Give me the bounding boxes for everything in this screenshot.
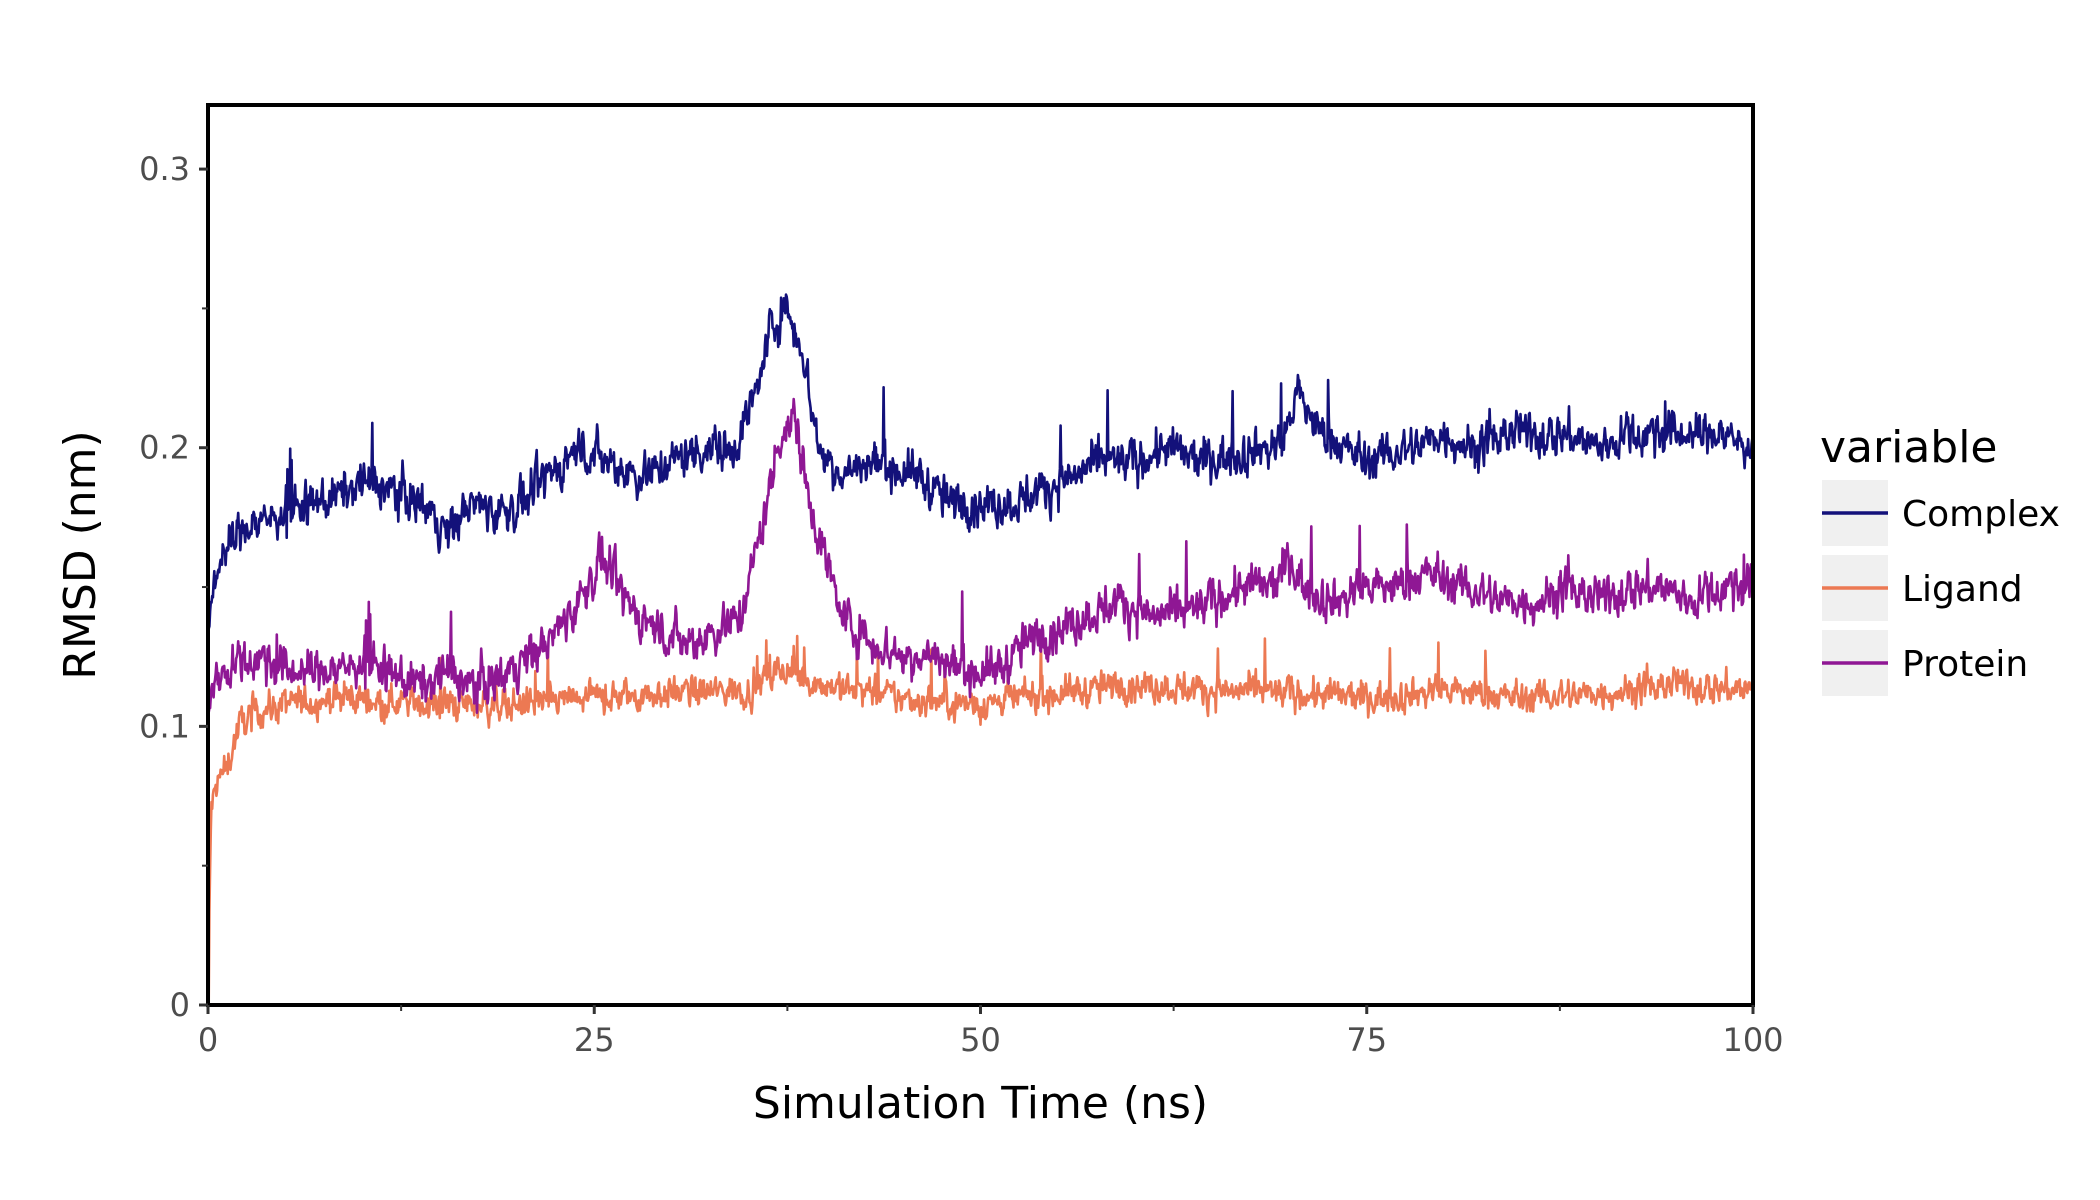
series-line-protein (207, 397, 1755, 714)
legend-title: variable (1820, 422, 1998, 473)
y-axis: 0 0.1 0.2 0.3 (139, 150, 208, 1024)
y-tick-label: 0.1 (139, 707, 190, 745)
y-axis-title: RMSD (nm) (55, 430, 106, 679)
series-line-ligand (207, 634, 1755, 1007)
y-tick-label: 0.3 (139, 150, 190, 188)
y-tick-label: 0 (170, 986, 190, 1024)
y-tick-label: 0.2 (139, 429, 190, 467)
x-tick-label: 50 (960, 1021, 1001, 1059)
legend-label-ligand: Ligand (1902, 569, 2023, 610)
legend: variable Complex Ligand Protein (1820, 422, 2060, 696)
x-tick-label: 100 (1722, 1021, 1783, 1059)
legend-label-protein: Protein (1902, 644, 2028, 685)
plot-panel-border (206, 103, 1755, 1007)
x-tick-label: 25 (574, 1021, 615, 1059)
x-axis-title: Simulation Time (ns) (753, 1078, 1208, 1129)
x-tick-label: 75 (1346, 1021, 1387, 1059)
series-line-complex (207, 293, 1755, 631)
x-axis: 0 25 50 75 100 (198, 1005, 1784, 1059)
series-layer (207, 293, 1755, 1007)
x-tick-label: 0 (198, 1021, 218, 1059)
legend-label-complex: Complex (1902, 494, 2060, 535)
